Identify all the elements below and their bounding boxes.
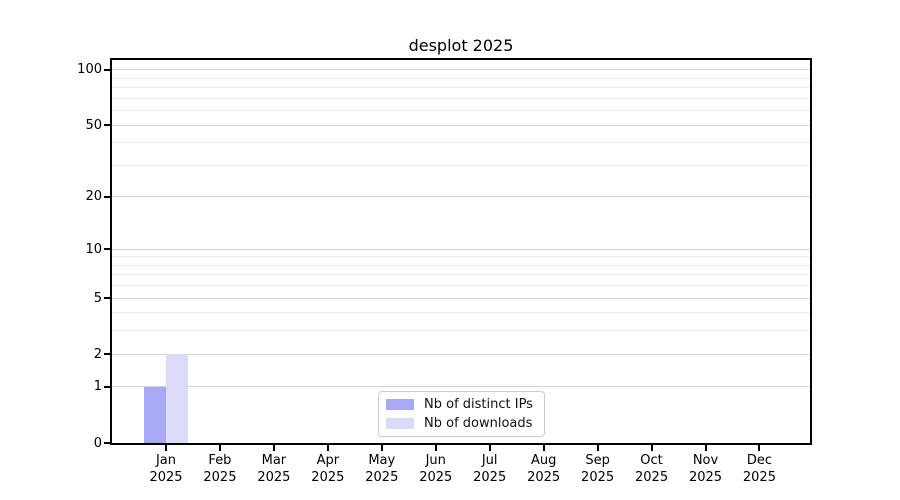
y-gridline-major [112, 353, 810, 355]
y-axis-tick-label: 100 [77, 62, 102, 78]
x-axis-tick [488, 445, 491, 451]
y-axis-tick-label: 50 [85, 117, 102, 133]
x-axis-year-label: 2025 [311, 470, 345, 485]
x-axis-year-label: 2025 [688, 470, 723, 485]
legend-label-downloads: Nb of downloads [424, 415, 533, 431]
x-axis-year-label: 2025 [419, 470, 453, 485]
y-gridline-major [112, 297, 810, 299]
y-gridline-minor [112, 264, 810, 266]
y-axis-tick-label: 0 [93, 435, 102, 451]
x-axis-tick [650, 445, 653, 451]
y-axis-tick-label: 1 [93, 379, 102, 395]
x-axis-tick-label: Jun 2025 [406, 452, 466, 486]
y-gridline-major [112, 248, 810, 250]
y-axis-tick-label: 20 [85, 189, 102, 205]
x-axis-tick [326, 445, 329, 451]
y-gridline-minor [112, 285, 810, 287]
x-axis-tick-label: Sep 2025 [568, 452, 628, 486]
legend-item-distinct-ips: Nb of distinct IPs [379, 396, 544, 413]
y-gridline-minor [112, 312, 810, 314]
x-axis-tick-label: Feb 2025 [190, 452, 250, 486]
x-axis-tick-label: Mar 2025 [244, 452, 304, 486]
y-axis-tick [104, 353, 112, 356]
y-axis-tick [104, 297, 112, 300]
y-gridline-major [112, 386, 810, 388]
plot-area: 100 50 20 10 5 2 1 0 Jan 2025 Feb 2025 Mar 2025 Apr 202… [77, 58, 812, 485]
y-gridline-minor [112, 87, 810, 89]
x-axis-tick [165, 445, 167, 451]
chart-title: desplot 2025 [408, 36, 514, 55]
y-gridline-minor [112, 164, 810, 166]
x-axis-tick [542, 445, 545, 451]
bar-downloads [166, 354, 188, 443]
x-axis-tick-label: Jul 2025 [460, 452, 520, 486]
x-axis-tick-label: Dec 2025 [729, 452, 789, 486]
x-axis-tick [434, 445, 437, 451]
y-gridline-minor [112, 97, 810, 99]
x-axis-tick-label: Aug 2025 [514, 452, 574, 486]
y-axis-tick [104, 442, 112, 444]
x-axis-tick [758, 445, 761, 451]
y-gridline-minor [112, 77, 810, 79]
x-axis-tick [704, 445, 707, 451]
x-axis-year-label: 2025 [635, 470, 669, 485]
y-axis-tick [104, 124, 112, 127]
x-axis-year-label: 2025 [203, 470, 237, 485]
x-axis-tick-label: Jan 2025 [136, 452, 196, 486]
x-axis-tick-label: Nov 2025 [676, 452, 736, 486]
x-axis-tick [272, 445, 275, 451]
x-axis-year-label: 2025 [742, 470, 776, 485]
legend-label-distinct-ips: Nb of distinct IPs [424, 397, 533, 413]
x-axis-year-label: 2025 [527, 470, 561, 485]
y-axis-tick-label: 5 [93, 290, 102, 306]
y-gridline-major [112, 124, 810, 126]
y-axis-tick [104, 68, 112, 71]
legend-swatch-distinct-ips [386, 399, 414, 411]
x-axis-tick-label: Apr 2025 [298, 452, 358, 486]
y-gridline-minor [112, 274, 810, 276]
x-axis-year-label: 2025 [257, 470, 291, 485]
x-axis-year-label: 2025 [365, 470, 399, 485]
legend-item-downloads: Nb of downloads [379, 415, 544, 432]
x-axis-tick-label: May 2025 [352, 452, 412, 486]
x-axis-tick-label: Oct 2025 [622, 452, 682, 486]
y-gridline-minor [112, 142, 810, 144]
x-axis-year-label: 2025 [473, 470, 507, 485]
x-axis-year-label: 2025 [149, 470, 183, 485]
y-axis-tick-label: 2 [93, 346, 102, 362]
y-gridline-minor [112, 256, 810, 258]
y-gridline-major [112, 196, 810, 198]
x-axis-tick [596, 445, 599, 451]
y-gridline-major [112, 69, 810, 71]
bar-distinct-ips [144, 386, 166, 443]
x-axis-tick [380, 445, 383, 451]
y-axis-tick [104, 248, 112, 251]
x-axis-tick [218, 445, 221, 451]
x-axis-year-label: 2025 [581, 470, 615, 485]
y-gridline-minor [112, 330, 810, 332]
y-axis-tick [104, 385, 112, 388]
y-axis-tick-label: 10 [85, 241, 102, 257]
legend-swatch-downloads [386, 417, 414, 429]
y-gridline-minor [112, 110, 810, 112]
y-axis-tick [104, 195, 112, 198]
legend: Nb of distinct IPs Nb of downloads [378, 391, 545, 437]
